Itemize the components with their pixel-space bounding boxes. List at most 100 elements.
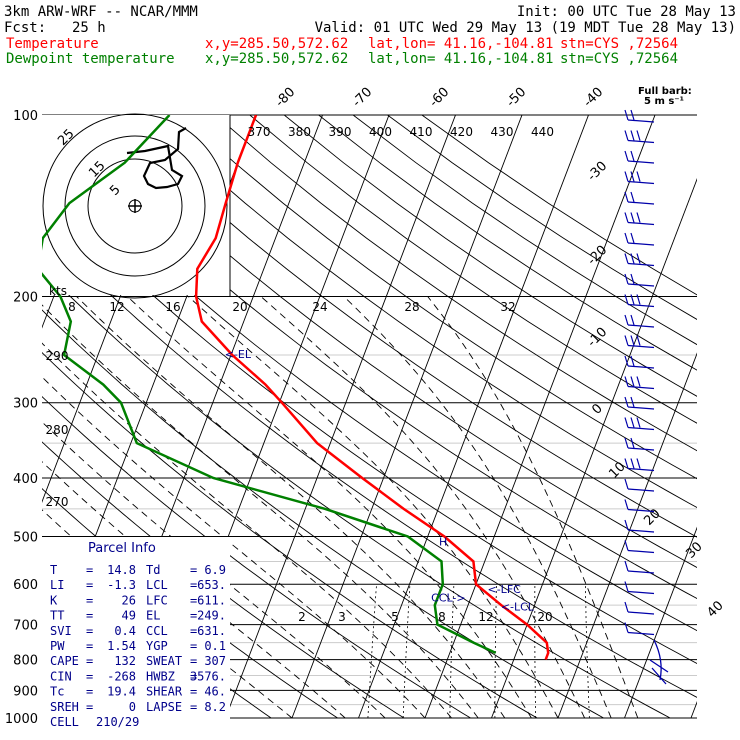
- svg-text:=: =: [190, 624, 197, 638]
- init-time: Init: 00 UTC Tue 28 May 13: [517, 4, 736, 20]
- parcel-info-l2: EL: [146, 609, 160, 623]
- svg-text:=: =: [190, 639, 197, 653]
- wind-barb: [627, 549, 655, 554]
- wind-barb: [627, 303, 655, 308]
- mixing-ratio-label: 3: [338, 610, 346, 624]
- dry-adiabat: [77, 115, 697, 568]
- parcel-info-l2: LAPSE: [146, 700, 182, 714]
- isotherm-label-top: -50: [504, 85, 530, 111]
- dry-adiabat: [42, 395, 471, 719]
- header: 3km ARW-WRF -- NCAR/MMM Init: 00 UTC Tue…: [4, 4, 736, 107]
- parcel-info-v1: 132: [114, 654, 136, 668]
- dry-adiabat: [42, 268, 671, 719]
- theta-e-label: 370: [248, 125, 271, 139]
- pressure-label-1000: 1000: [5, 712, 38, 727]
- temp-legend-label: Temperature: [6, 36, 99, 52]
- wind-barb: [627, 283, 655, 287]
- svg-text:=: =: [190, 685, 197, 699]
- dry-adiabat: [111, 115, 697, 538]
- isotherm-label-right: 30: [683, 539, 705, 561]
- parcel-marker: <-LFC: [488, 583, 522, 596]
- dry-adiabat: [42, 309, 604, 719]
- parcel-info-l1: SVI: [50, 624, 72, 638]
- svg-text:=: =: [86, 669, 93, 683]
- isotherm: [624, 526, 697, 719]
- wind-barb: [627, 447, 655, 451]
- hodograph: 25 15 5: [42, 113, 231, 299]
- parcel-info-v2: 249.: [197, 609, 226, 623]
- dry-adiabat: [352, 115, 697, 346]
- parcel-marker: H: [439, 536, 447, 549]
- wind-barb: [627, 119, 655, 123]
- parcel-info-l1: Tc: [50, 685, 64, 699]
- parcel-info-l2: SHEAR: [146, 685, 183, 699]
- parcel-info-v2: 653.: [197, 578, 226, 592]
- pressure-label-400: 400: [13, 472, 38, 487]
- hodo-axis-tick: 12: [109, 300, 124, 314]
- theta-label: 270: [46, 495, 69, 509]
- theta-label: 280: [46, 423, 69, 437]
- isotherm-label-top: -70: [350, 85, 376, 111]
- parcel-info-v1: -1.3: [107, 578, 136, 592]
- wind-barb: [627, 426, 655, 431]
- parcel-info-v2: 8.2: [204, 700, 226, 714]
- moist-adiabat: [343, 296, 612, 719]
- parcel-info-v1: 49: [122, 609, 136, 623]
- isotherm-label-top: -80: [273, 85, 299, 111]
- isotherm-label-top: -60: [427, 85, 453, 111]
- svg-text:=: =: [190, 654, 197, 668]
- wind-barb: [627, 631, 655, 636]
- mixing-ratio-line: [534, 584, 537, 719]
- valid-time: Valid: 01 UTC Wed 29 May 13 (19 MDT Tue …: [315, 20, 736, 36]
- pressure-label-600: 600: [13, 578, 38, 593]
- parcel-info-v1: -268: [107, 669, 136, 683]
- svg-text:=: =: [86, 563, 93, 577]
- parcel-info-l1: LI: [50, 578, 64, 592]
- dry-adiabat: [42, 115, 697, 600]
- parcel-info-panel: Parcel Info T 14.8 Td 6.9= =LI -1.3 LCL 653.= =K…: [42, 537, 230, 735]
- dry-adiabat: [249, 115, 697, 424]
- svg-text:=: =: [190, 609, 197, 623]
- theta-e-label: 410: [410, 125, 433, 139]
- parcel-info-l1: K: [50, 593, 58, 607]
- moist-adiabat: [42, 376, 426, 719]
- isotherm: [291, 115, 523, 719]
- theta-label: 290: [46, 349, 69, 363]
- barb-legend-value: 5 m s⁻¹: [644, 96, 684, 107]
- dry-adiabat: [318, 115, 697, 371]
- parcel-info-l2: YGP: [146, 639, 168, 653]
- isotherm-label-right: 40: [704, 598, 726, 620]
- moist-adiabat: [427, 296, 639, 719]
- parcel-info-l2: SWEAT: [146, 654, 182, 668]
- mixing-ratio-line: [367, 584, 377, 719]
- wind-barb: [627, 570, 655, 574]
- mixing-ratio-line: [585, 584, 590, 719]
- parcel-info-l2: Td: [146, 563, 160, 577]
- mixing-ratio-line: [402, 584, 411, 719]
- moist-adiabat: [127, 296, 532, 719]
- parcel-info-v1: 19.4: [107, 685, 136, 699]
- fcst-value: 25 h: [72, 20, 106, 36]
- parcel-info-v1: 0: [129, 700, 136, 714]
- svg-text:=: =: [86, 578, 93, 592]
- wind-barb: [627, 344, 655, 349]
- dry-adiabat: [42, 227, 697, 698]
- dry-adiabat: [283, 115, 697, 397]
- dry-adiabat: [146, 115, 697, 509]
- hodo-ring-middle: [64, 135, 206, 277]
- parcel-info-v1: 14.8: [107, 563, 136, 577]
- parcel-info-l2: CCL: [146, 624, 168, 638]
- pressure-label-100: 100: [13, 109, 38, 124]
- isotherm-label-right: 0: [589, 401, 605, 417]
- moist-adiabat: [42, 342, 452, 719]
- moist-adiabat: [260, 296, 586, 719]
- isotherm-label-right: -30: [585, 159, 611, 185]
- parcel-info-v2: 0.1: [204, 639, 226, 653]
- parcel-cell-label: CELL: [50, 715, 79, 729]
- wind-barb: [627, 365, 655, 369]
- svg-text:=: =: [86, 685, 93, 699]
- parcel-marker: <-EL: [225, 348, 252, 361]
- dry-adiabat: [42, 149, 697, 632]
- hodograph-trace: [126, 127, 187, 190]
- parcel-info-title: Parcel Info: [88, 541, 156, 556]
